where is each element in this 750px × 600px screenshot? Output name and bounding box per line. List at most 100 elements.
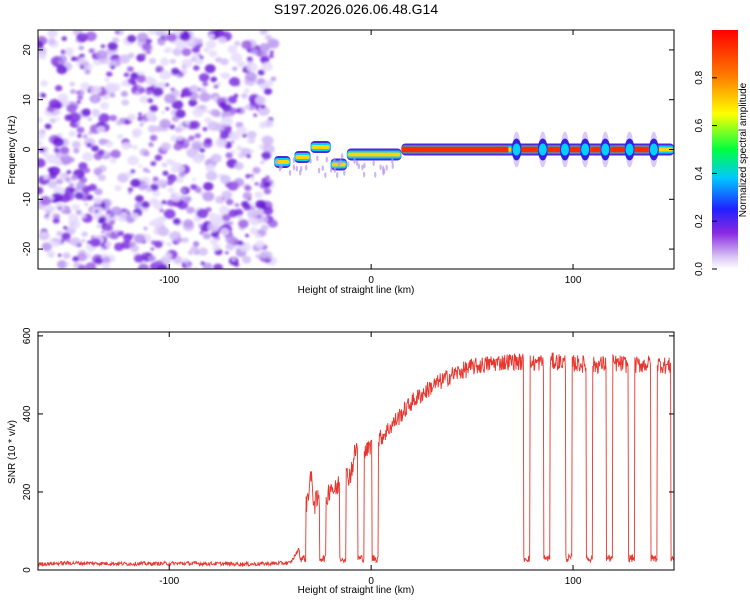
noise-speckle [241,200,250,208]
noise-speckle [60,99,70,108]
noise-speckle [45,154,58,164]
noise-speckle [268,54,274,59]
noise-speckle [208,50,218,58]
track-smear [353,158,356,165]
noise-speckle [231,132,241,141]
snr-line-layer [38,352,674,568]
noise-speckle [212,243,221,251]
noise-speckle [194,57,204,65]
noise-speckle [50,56,61,65]
noise-speckle [181,237,189,243]
noise-speckle [106,246,111,250]
noise-speckle [202,126,208,132]
noise-speckle [236,60,246,68]
noise-speckle [166,241,172,247]
noise-speckle [102,256,111,264]
noise-speckle [145,187,153,193]
noise-speckle [129,241,136,247]
noise-speckle [172,218,181,225]
track-smear [295,165,299,172]
noise-speckle [160,162,166,167]
noise-speckle [268,219,278,228]
noise-speckle [101,90,107,95]
noise-speckle [104,223,114,232]
noise-speckle [213,84,219,89]
noise-speckle [168,159,176,166]
noise-speckle [42,231,47,236]
noise-speckle [135,195,144,203]
noise-speckle [170,192,182,202]
noise-speckle [56,65,68,75]
noise-speckle [173,143,183,151]
track-smear [363,162,366,169]
noise-speckle [109,157,117,164]
noise-speckle [47,30,58,39]
dropout-blob-core [625,143,634,156]
noise-speckle [47,180,58,189]
noise-speckle [265,175,270,180]
noise-speckle [218,36,227,44]
noise-speckle [127,77,136,85]
noise-speckle [175,176,184,184]
noise-speckle [49,117,56,124]
noise-speckle [134,90,140,96]
noise-speckle [126,216,135,224]
noise-speckle [171,100,184,110]
noise-speckle [66,170,72,174]
track-smear [343,169,346,176]
noise-speckle [196,208,209,219]
noise-speckle [198,223,203,228]
noise-speckle [199,230,204,235]
noise-speckle [61,232,71,241]
noise-speckle [38,93,41,98]
noise-speckle [234,208,244,217]
noise-speckle [227,181,239,191]
noise-speckle [198,73,210,82]
noise-speckle [189,250,195,255]
noise-speckle [76,121,81,125]
noise-speckle [149,104,159,113]
noise-speckle [46,250,56,258]
noise-speckle [71,140,81,149]
noise-speckle [105,232,112,238]
noise-speckle [117,133,124,140]
noise-speckle [69,237,81,247]
noise-speckle [205,40,217,49]
noise-speckle [230,52,243,63]
track-smear [346,161,350,168]
noise-speckle [254,191,264,199]
noise-speckle [97,174,106,181]
track-smear [379,164,382,171]
noise-speckle [257,214,262,219]
noise-speckle [45,216,51,221]
noise-speckle [189,85,199,93]
track-smear [288,169,292,176]
noise-speckle [249,105,256,111]
noise-speckle [237,215,243,221]
noise-speckle [136,74,146,83]
noise-speckle [52,137,65,147]
noise-speckle [152,87,164,97]
noise-speckle [242,191,252,200]
track-smear [340,153,344,160]
noise-speckle [130,178,141,188]
noise-speckle [126,66,134,73]
noise-speckle [47,38,56,45]
noise-speckle [163,252,173,260]
noise-speckle [76,100,81,104]
noise-speckle [40,80,48,87]
noise-speckle [152,176,159,182]
noise-speckle [63,226,68,230]
tone-segment [634,146,649,153]
colorbar-tick-label: 0.8 [694,70,705,84]
noise-speckle [72,256,80,262]
noise-speckle [98,216,107,223]
track-smear [335,171,339,178]
noise-speckle [123,72,130,78]
noise-speckle [219,72,224,77]
noise-speckle [121,81,128,87]
snr-series-line [38,352,674,568]
noise-speckle [47,167,54,173]
noise-speckle [190,184,198,190]
noise-speckle [114,30,120,35]
